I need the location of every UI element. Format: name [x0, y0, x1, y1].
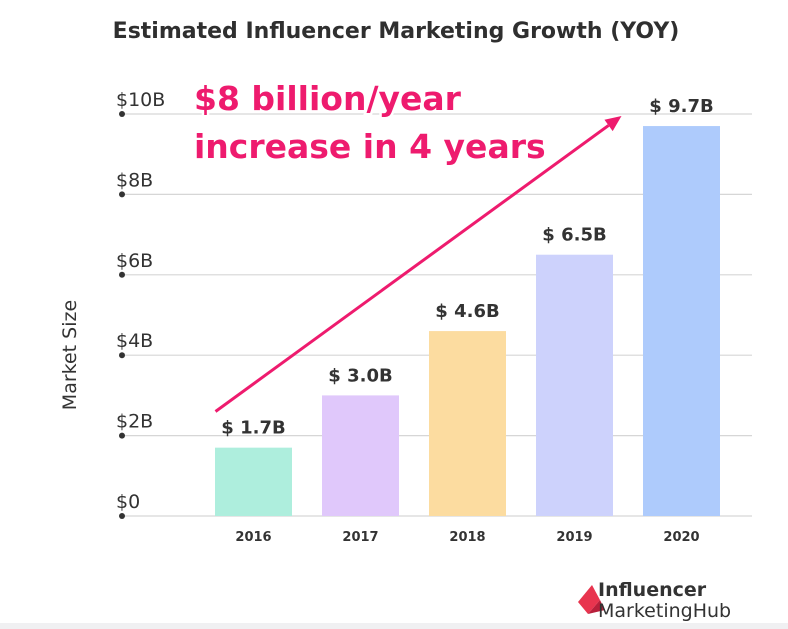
bars: [215, 126, 720, 516]
y-tick-label: $8B: [116, 169, 153, 191]
y-tick-dot: [119, 271, 125, 278]
growth-annotation: $8 billion/year increase in 4 years: [192, 77, 622, 413]
annotation-line-2: increase in 4 years: [194, 127, 546, 166]
y-tick-label: $0: [116, 491, 140, 513]
bar-2017: [322, 395, 399, 516]
x-tick-label: 2017: [342, 530, 378, 545]
y-tick-label: $4B: [116, 330, 153, 352]
logo-mark-icon-shade: [588, 600, 605, 614]
logo-line-1: Influencer: [598, 579, 707, 601]
x-axis-ticks: 2016 2017 2018 2019 2020: [235, 530, 699, 545]
value-label: $ 4.6B: [435, 301, 499, 322]
logo-mark-icon: [578, 585, 600, 614]
chart-title: Estimated Influencer Marketing Growth (Y…: [113, 19, 680, 44]
y-tick-dot: [119, 513, 125, 519]
bar-2020: [643, 126, 720, 516]
y-tick-dot: [119, 191, 125, 198]
influencer-marketing-hub-logo: Influencer MarketingHub: [578, 579, 731, 622]
value-label: $ 9.7B: [649, 96, 713, 117]
growth-arrowhead: [604, 116, 622, 132]
x-tick-label: 2019: [556, 530, 592, 545]
y-tick-label: $6B: [116, 250, 153, 272]
y-tick-label: $10B: [116, 89, 165, 111]
y-tick-dot: [119, 432, 125, 439]
y-tick-dot: [119, 352, 125, 359]
y-tick-label: $2B: [116, 411, 153, 433]
value-label: $ 6.5B: [542, 225, 606, 246]
growth-arrow: [214, 124, 610, 413]
x-tick-label: 2016: [235, 530, 271, 545]
bar-2018: [429, 331, 506, 516]
bar-2019: [536, 254, 613, 516]
y-axis-ticks: $0 $2B $4B $6B $8B $10B: [116, 89, 165, 519]
value-label: $ 3.0B: [328, 365, 392, 386]
y-tick-dot: [119, 111, 125, 117]
footer-divider: [0, 623, 788, 629]
logo-line-2a: Marketing: [598, 600, 693, 622]
y-axis-label: Market Size: [59, 300, 81, 410]
bar-2016: [215, 447, 292, 516]
x-tick-label: 2018: [449, 530, 485, 545]
logo-line-2: MarketingHub: [598, 600, 731, 622]
logo-line-2b: Hub: [693, 600, 731, 622]
annotation-line-1: $8 billion/year: [194, 79, 462, 118]
value-labels: $ 1.7B $ 3.0B $ 4.6B $ 6.5B $ 9.7B: [221, 96, 713, 439]
x-tick-label: 2020: [663, 530, 699, 545]
value-label: $ 1.7B: [221, 418, 285, 439]
